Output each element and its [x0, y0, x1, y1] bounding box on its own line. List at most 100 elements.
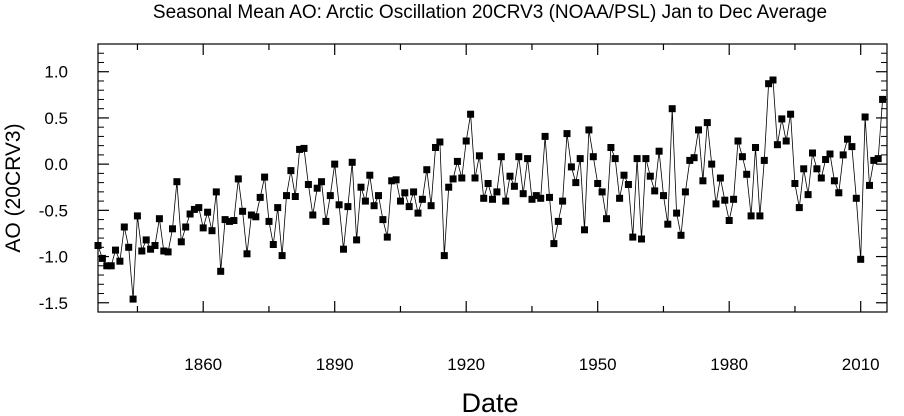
data-point	[309, 211, 317, 219]
data-point	[642, 155, 650, 163]
data-point	[778, 115, 786, 123]
data-point	[278, 252, 286, 260]
data-point	[467, 110, 475, 118]
data-point	[826, 150, 834, 158]
data-point	[651, 187, 659, 195]
data-point	[274, 204, 282, 212]
data-point	[844, 135, 851, 143]
data-point	[186, 210, 194, 218]
data-point	[699, 177, 707, 185]
data-point	[160, 247, 168, 255]
data-point	[721, 196, 729, 204]
data-point	[624, 181, 632, 188]
data-point	[173, 178, 181, 186]
data-point	[638, 235, 645, 243]
data-point	[506, 172, 514, 180]
data-point	[256, 193, 264, 201]
data-point	[800, 165, 808, 173]
y-tick-label: 0.0	[44, 155, 68, 174]
data-point	[182, 223, 190, 231]
data-point	[112, 246, 119, 254]
data-point	[388, 177, 396, 185]
data-point	[861, 113, 869, 121]
data-point	[383, 233, 391, 241]
data-point	[177, 238, 185, 246]
data-point	[304, 181, 312, 188]
data-point	[738, 153, 746, 161]
data-point	[375, 192, 382, 200]
data-point	[432, 144, 439, 151]
data-point	[743, 170, 751, 178]
y-tick-label: -1.0	[39, 248, 68, 267]
data-point	[769, 76, 777, 84]
data-series	[94, 76, 887, 303]
data-point	[546, 193, 553, 201]
data-point	[607, 144, 615, 151]
y-axis-label: AO (20CRV3)	[2, 123, 25, 252]
data-point	[462, 137, 470, 145]
x-tick-label: 1860	[184, 355, 222, 374]
y-tick-label: 0.5	[44, 109, 68, 128]
data-point	[852, 194, 860, 202]
data-point	[471, 174, 479, 182]
data-point	[230, 217, 238, 224]
x-tick-label: 1920	[447, 355, 485, 374]
data-point	[226, 217, 233, 225]
data-point	[848, 143, 856, 151]
data-point	[791, 180, 799, 187]
data-point	[484, 180, 492, 187]
data-point	[155, 215, 163, 223]
data-point	[598, 188, 606, 196]
data-point	[217, 267, 225, 275]
data-point	[313, 184, 321, 192]
data-point	[147, 245, 155, 253]
data-point	[502, 197, 510, 205]
y-tick-label: 1.0	[44, 63, 68, 82]
data-point	[554, 217, 562, 225]
data-point	[760, 156, 768, 164]
data-point	[348, 158, 356, 166]
data-point	[252, 213, 260, 221]
data-point	[120, 223, 128, 231]
data-point	[357, 183, 365, 191]
data-point	[458, 174, 466, 182]
data-point	[427, 202, 435, 210]
data-point	[326, 192, 334, 200]
data-point	[296, 145, 304, 153]
x-tick-label: 1980	[710, 355, 748, 374]
data-point	[813, 165, 821, 173]
data-point	[199, 224, 207, 232]
data-point	[730, 195, 738, 203]
data-point	[142, 236, 150, 244]
y-tick-label: -1.5	[39, 294, 68, 313]
tick-labels: 1860 1890 1920 1950 1980 2010 -1.5 -1.0 -0.5 0.0 0…	[39, 63, 880, 374]
data-point	[497, 153, 505, 161]
y-tick-label: -0.5	[39, 201, 68, 220]
data-point	[616, 194, 624, 202]
data-point	[283, 192, 290, 200]
data-point	[445, 183, 453, 191]
data-point	[190, 205, 198, 213]
data-point	[835, 189, 843, 197]
data-point	[629, 233, 637, 241]
data-point	[423, 166, 431, 174]
data-point	[340, 245, 347, 253]
data-point	[563, 130, 571, 138]
data-point	[611, 155, 619, 163]
data-point	[686, 156, 694, 164]
data-point	[133, 212, 141, 220]
data-point	[519, 190, 527, 198]
data-point	[493, 188, 501, 196]
data-point	[510, 182, 518, 190]
data-point	[594, 180, 602, 187]
data-point	[234, 175, 242, 183]
data-point	[537, 194, 545, 202]
data-point	[773, 141, 781, 149]
data-point	[804, 191, 812, 199]
data-point	[752, 144, 759, 151]
data-point	[795, 204, 803, 212]
data-point	[247, 211, 255, 219]
data-point	[405, 203, 413, 211]
data-point	[866, 181, 873, 189]
data-point	[379, 216, 387, 224]
